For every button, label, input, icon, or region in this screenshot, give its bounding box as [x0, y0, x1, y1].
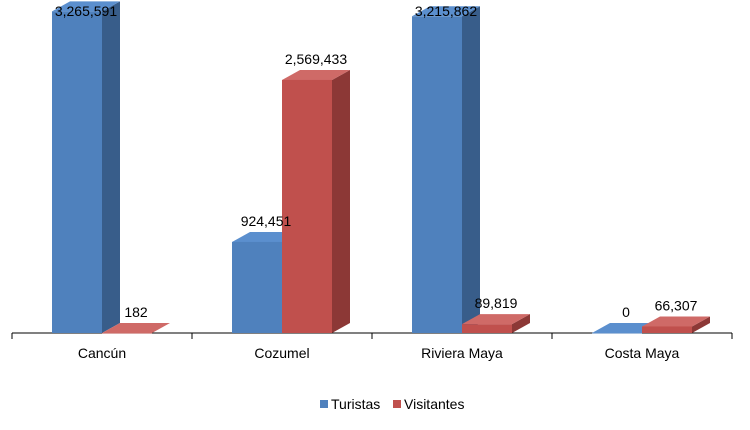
legend-swatch — [393, 400, 401, 408]
bar-front-face — [232, 241, 282, 333]
legend-label: Turistas — [331, 396, 380, 412]
x-tick-label: Cozumel — [254, 345, 309, 361]
x-tick-label: Cancún — [78, 345, 126, 361]
bar-visitantes-1 — [282, 69, 350, 334]
x-tick-labels: Cancún Cozumel Riviera Maya Costa Maya — [78, 345, 680, 361]
bar-front-face — [592, 333, 642, 334]
bar-side-face — [462, 6, 480, 334]
data-label-visitantes-3: 66,307 — [655, 297, 698, 313]
bar-side-face — [512, 314, 530, 333]
bar-side-face — [152, 322, 170, 333]
data-label-turistas-2: 3,215,862 — [415, 3, 477, 19]
bar-top-face — [412, 6, 480, 17]
bar-front-face — [642, 326, 692, 333]
legend: Turistas Visitantes — [320, 396, 464, 412]
bar-side-face — [332, 69, 350, 334]
bar-front-face — [462, 324, 512, 333]
bar-front-face — [102, 332, 152, 334]
data-label-visitantes-1: 2,569,433 — [285, 51, 347, 67]
bar-top-face — [282, 69, 350, 80]
bar-visitantes-2 — [462, 314, 530, 333]
bar-front-face — [52, 11, 102, 334]
bar-turistas-2 — [412, 6, 480, 334]
bar-front-face — [412, 16, 462, 334]
bar-turistas-0 — [52, 1, 120, 334]
bar-visitantes-3 — [642, 316, 710, 333]
legend-item-turistas: Turistas — [320, 396, 380, 412]
data-label-turistas-1: 924,451 — [241, 213, 292, 229]
bar-top-face — [462, 314, 530, 325]
legend-swatch — [320, 400, 328, 408]
bar-top-face — [52, 1, 120, 12]
x-tick-label: Costa Maya — [605, 345, 680, 361]
bar-top-face — [102, 322, 170, 333]
data-label-visitantes-0: 182 — [124, 304, 148, 320]
legend-label: Visitantes — [404, 396, 464, 412]
legend-item-visitantes: Visitantes — [393, 396, 464, 412]
data-label-visitantes-2: 89,819 — [475, 295, 518, 311]
bar-side-face — [102, 1, 120, 334]
x-tick-label: Riviera Maya — [421, 345, 503, 361]
data-label-turistas-3: 0 — [622, 304, 630, 320]
bar-visitantes-0 — [102, 322, 170, 334]
data-label-turistas-0: 3,265,591 — [55, 3, 117, 19]
data-labels: 3,265,591 182 924,451 2,569,433 3,215,862 89,… — [55, 3, 698, 320]
bar-front-face — [282, 79, 332, 333]
bar-side-face — [692, 316, 710, 333]
bar-top-face — [642, 316, 710, 327]
x-axis — [11, 332, 733, 339]
bars — [52, 1, 710, 334]
